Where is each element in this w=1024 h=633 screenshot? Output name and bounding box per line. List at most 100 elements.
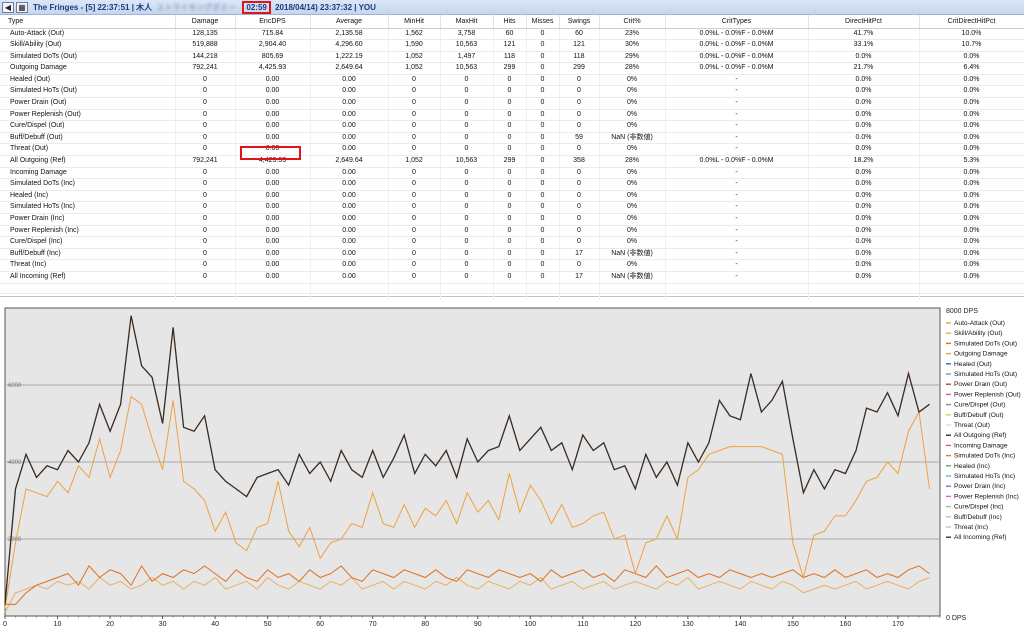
- table-cell: 0: [175, 259, 236, 272]
- table-row[interactable]: Power Replenish (Inc) 0 0.00 0.00 0 0 0 0 0 0% -0.…: [0, 225, 1024, 238]
- series-line-simulated-dots-out-: [5, 564, 930, 605]
- table-cell: 0.0%: [808, 190, 920, 203]
- column-header-crittypes[interactable]: CritTypes: [665, 15, 809, 29]
- table-cell: 0: [388, 225, 441, 238]
- table-cell: Healed (Out): [0, 74, 176, 87]
- x-tick-label: 70: [369, 621, 377, 628]
- table-cell: 0: [440, 201, 494, 214]
- table-row[interactable]: Simulated DoTs (Inc) 0 0.00 0.00 0 0 0 0 0 0% -0.0…: [0, 178, 1024, 191]
- column-header-average[interactable]: Average: [310, 15, 389, 29]
- table-row[interactable]: Cure/Dispel (Inc) 0 0.00 0.00 0 0 0 0 0 0% -0.0% 0.…: [0, 236, 1024, 249]
- table-cell: 0.00: [310, 259, 389, 272]
- table-cell: 10.0%: [919, 28, 1024, 41]
- table-cell: -: [665, 190, 809, 203]
- column-header-crit-[interactable]: Crit%: [599, 15, 666, 29]
- column-header-type[interactable]: Type: [0, 15, 176, 29]
- table-cell: 0.0%L - 0.0%F - 0.0%M: [665, 155, 809, 168]
- table-cell: 0.0%: [919, 132, 1024, 145]
- column-header-critdirecthitpct[interactable]: CritDirectHitPct: [919, 15, 1024, 29]
- table-row[interactable]: Cure/Dispel (Out) 0 0.00 0.00 0 0 0 0 0 0% -0.0% 0.…: [0, 120, 1024, 133]
- table-cell: 118: [493, 51, 527, 64]
- back-arrow-icon[interactable]: ◀: [2, 1, 14, 13]
- table-cell: 0: [175, 97, 236, 110]
- table-row[interactable]: Threat (Inc) 0 0.00 0.00 0 0 0 0 0 0% -0.0% 0.0%: [0, 259, 1024, 272]
- table-cell: 0: [526, 132, 560, 145]
- table-cell: 0.00: [235, 225, 311, 238]
- table-cell: 0%: [599, 167, 666, 180]
- table-cell: 0: [559, 143, 600, 157]
- x-tick-label: 10: [54, 621, 62, 628]
- table-row[interactable]: Power Replenish (Out) 0 0.00 0.00 0 0 0 0 0 0% -0.…: [0, 109, 1024, 122]
- table-cell: 0.00: [310, 85, 389, 99]
- table-cell: Threat (Out): [0, 143, 176, 157]
- table-cell: 0.00: [235, 97, 311, 110]
- table-cell: Power Drain (Out): [0, 97, 176, 110]
- table-row[interactable]: Simulated DoTs (Out) 144,218 805.69 1,222.1…: [0, 51, 1024, 64]
- column-header-swings[interactable]: Swings: [559, 15, 600, 29]
- column-header-damage[interactable]: Damage: [175, 15, 236, 29]
- table-row[interactable]: Healed (Inc) 0 0.00 0.00 0 0 0 0 0 0% -0.0% 0.0%: [0, 190, 1024, 203]
- table-row[interactable]: Power Drain (Inc) 0 0.00 0.00 0 0 0 0 0 0% -0.0% 0.…: [0, 213, 1024, 226]
- table-row[interactable]: Simulated HoTs (Inc) 0 0.00 0.00 0 0 0 0 0 0% -0.0…: [0, 201, 1024, 214]
- table-cell: 0: [559, 167, 600, 180]
- table-row[interactable]: Auto-Attack (Out) 128,135 715.84 2,135.58 1,…: [0, 28, 1024, 41]
- table-cell: 0: [493, 259, 527, 272]
- table-row[interactable]: Skill/Ability (Out) 519,888 2,904.40 4,296.…: [0, 39, 1024, 52]
- table-cell: 0.00: [235, 85, 311, 99]
- table-cell: -: [665, 201, 809, 214]
- table-row[interactable]: Buff/Debuff (Inc) 0 0.00 0.00 0 0 0 0 17 NaN (非数値…: [0, 248, 1024, 261]
- graph-icon[interactable]: ▦: [16, 1, 28, 13]
- column-header-misses[interactable]: Misses: [526, 15, 560, 29]
- empty-cell: [310, 283, 389, 295]
- table-cell: 5.3%: [919, 155, 1024, 168]
- table-cell: 18.2%: [808, 155, 920, 168]
- table-cell: 0: [175, 143, 236, 157]
- column-header-encdps[interactable]: EncDPS: [235, 15, 311, 29]
- table-cell: 0.0%: [919, 120, 1024, 133]
- column-header-minhit[interactable]: MinHit: [388, 15, 441, 29]
- table-cell: 0.00: [235, 167, 311, 180]
- table-row[interactable]: All Incoming (Ref) 0 0.00 0.00 0 0 0 0 17 NaN (非数…: [0, 271, 1024, 284]
- table-cell: -: [665, 132, 809, 145]
- table-row[interactable]: Simulated HoTs (Out) 0 0.00 0.00 0 0 0 0 0 0% -0.0…: [0, 85, 1024, 99]
- table-row[interactable]: Power Drain (Out) 0 0.00 0.00 0 0 0 0 0 0% -0.0% 0.…: [0, 97, 1024, 110]
- table-cell: 0: [388, 259, 441, 272]
- table-cell: 715.84: [235, 28, 311, 41]
- table-cell: 1,052: [388, 62, 441, 75]
- table-cell: 0%: [599, 120, 666, 133]
- empty-cell: [919, 283, 1024, 295]
- column-header-directhitpct[interactable]: DirectHitPct: [808, 15, 920, 29]
- table-cell: 0.0%: [919, 271, 1024, 284]
- table-cell: Simulated DoTs (Inc): [0, 178, 176, 191]
- table-cell: 0.0%: [808, 109, 920, 122]
- table-row[interactable]: Threat (Out) 0 0.00 0.00 0 0 0 0 0 0% -0.0% 0.0%: [0, 143, 1024, 157]
- table-row[interactable]: Incoming Damage 0 0.00 0.00 0 0 0 0 0 0% -0.0% 0.0%: [0, 167, 1024, 180]
- x-tick-label: 140: [735, 621, 747, 628]
- table-row[interactable]: Outgoing Damage 792,241 4,425.93 2,649.64 1,…: [0, 62, 1024, 75]
- table-cell: 0: [559, 120, 600, 133]
- table-row[interactable]: All Outgoing (Ref) 792,241 4,425.93 2,649.6…: [0, 155, 1024, 168]
- column-header-maxhit[interactable]: MaxHit: [440, 15, 494, 29]
- target-name-blurred: ストライキングダミー: [156, 2, 237, 12]
- empty-cell: [235, 283, 311, 295]
- x-tick-label: 150: [787, 621, 799, 628]
- table-cell: All Incoming (Ref): [0, 271, 176, 284]
- table-row[interactable]: Healed (Out) 0 0.00 0.00 0 0 0 0 0 0% -0.0% 0.0%: [0, 74, 1024, 87]
- table-cell: 0: [175, 201, 236, 214]
- table-cell: 0: [440, 97, 494, 110]
- table-cell: 0: [175, 225, 236, 238]
- column-header-hits[interactable]: Hits: [493, 15, 527, 29]
- y-tick-label: 2000: [8, 537, 22, 543]
- table-cell: 17: [559, 271, 600, 284]
- table-cell: 10,563: [440, 155, 494, 168]
- x-tick-label: 170: [892, 621, 904, 628]
- table-cell: 0.0%: [919, 74, 1024, 87]
- table-cell: 60: [559, 28, 600, 41]
- table-cell: 0: [526, 178, 560, 191]
- table-row[interactable]: Buff/Debuff (Out) 0 0.00 0.00 0 0 0 0 59 NaN (非数値…: [0, 132, 1024, 145]
- table-cell: 0: [526, 109, 560, 122]
- table-cell: NaN (非数値): [599, 132, 666, 145]
- table-cell: 0.00: [310, 201, 389, 214]
- table-cell: 0: [440, 167, 494, 180]
- table-cell: 0: [175, 167, 236, 180]
